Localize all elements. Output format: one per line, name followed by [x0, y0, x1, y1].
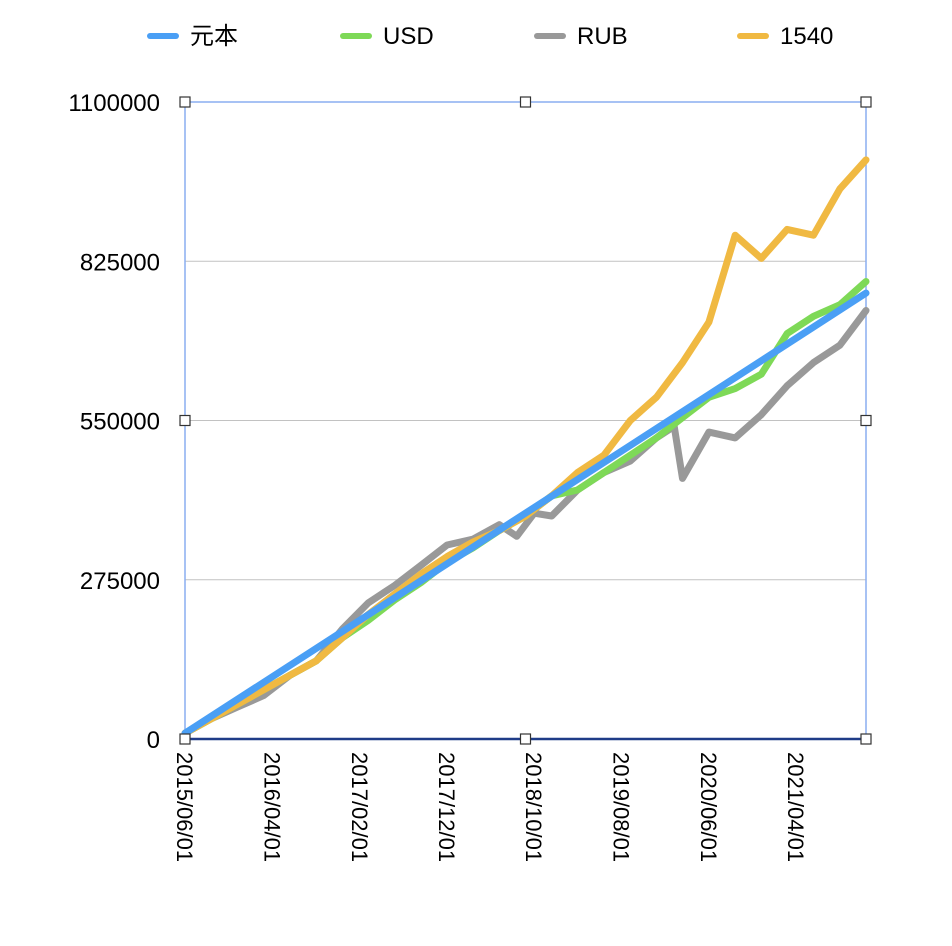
- legend: 元本 USD RUB 1540: [147, 23, 833, 50]
- x-tick-label: 2017/12/01: [434, 752, 459, 862]
- y-tick-label: 825000: [80, 249, 160, 276]
- resize-handle[interactable]: [519, 96, 532, 108]
- series-lines: [181, 156, 870, 737]
- x-tick-label: 2016/04/01: [259, 752, 284, 862]
- x-axis-ticks: 2015/06/01 2016/04/01 2017/02/01 2017/12/01…: [172, 752, 808, 862]
- series-line-3: [181, 156, 870, 737]
- selection-handles[interactable]: [179, 96, 872, 745]
- x-tick-label: 2020/06/01: [696, 752, 721, 862]
- y-tick-label: 0: [147, 727, 160, 754]
- resize-handle[interactable]: [860, 733, 872, 745]
- resize-handle[interactable]: [860, 96, 872, 108]
- legend-label: RUB: [577, 23, 628, 50]
- x-tick-label: 2021/04/01: [783, 752, 808, 862]
- x-tick-label: 2019/08/01: [608, 752, 633, 862]
- y-axis-ticks: 0 275000 550000 825000 1100000: [68, 90, 160, 754]
- resize-handle[interactable]: [179, 96, 191, 108]
- x-tick-label: 2017/02/01: [347, 752, 372, 862]
- x-tick-label: 2018/10/01: [521, 752, 546, 862]
- series-line-0: [181, 289, 870, 737]
- gridlines: [185, 101, 866, 581]
- legend-label: 1540: [780, 23, 833, 50]
- x-tick-label: 2015/06/01: [172, 752, 197, 862]
- y-tick-label: 275000: [80, 568, 160, 595]
- y-tick-label: 550000: [80, 409, 160, 436]
- resize-handle[interactable]: [179, 733, 191, 745]
- legend-label: 元本: [190, 23, 238, 50]
- resize-handle[interactable]: [519, 733, 532, 745]
- legend-label: USD: [383, 23, 434, 50]
- y-tick-label: 1100000: [68, 90, 160, 117]
- resize-handle[interactable]: [860, 414, 872, 427]
- resize-handle[interactable]: [179, 414, 191, 427]
